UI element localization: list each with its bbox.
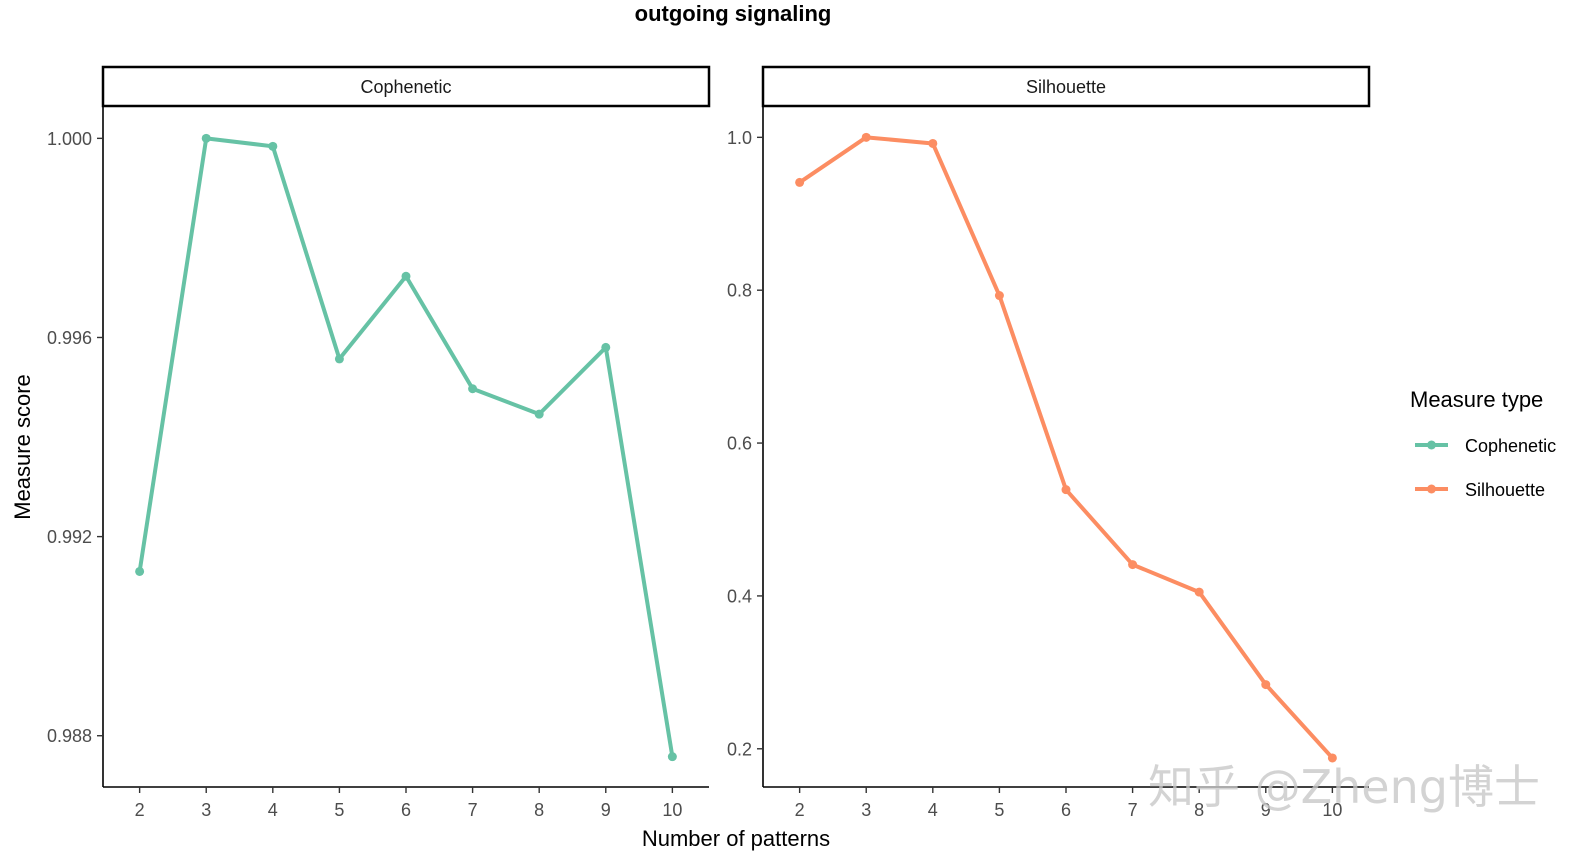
data-point bbox=[468, 384, 478, 394]
data-point bbox=[268, 141, 278, 151]
y-tick-label: 0.2 bbox=[727, 739, 752, 759]
watermark-text: 知乎 @Zheng博士 bbox=[1148, 760, 1540, 814]
data-point bbox=[1327, 753, 1337, 763]
x-tick-label: 9 bbox=[601, 800, 611, 820]
x-tick-label: 5 bbox=[994, 800, 1004, 820]
x-tick-label: 2 bbox=[795, 800, 805, 820]
y-tick-label: 0.8 bbox=[727, 281, 752, 301]
panel-cophenetic: Cophenetic 0.988 0.992 0.996 1.000 2 3 4 5 6 7 8 9 10 bbox=[47, 65, 711, 820]
series-line-cophenetic bbox=[137, 136, 675, 759]
data-point bbox=[534, 409, 544, 419]
x-tick-label: 8 bbox=[534, 800, 544, 820]
data-point bbox=[1128, 560, 1138, 570]
data-point bbox=[334, 354, 344, 364]
facet-strip bbox=[101, 65, 711, 108]
legend-label-silhouette: Silhouette bbox=[1465, 480, 1545, 500]
x-tick-label: 3 bbox=[861, 800, 871, 820]
data-point bbox=[601, 342, 611, 352]
x-tick-label: 3 bbox=[201, 800, 211, 820]
x-tick-label: 8 bbox=[1194, 800, 1204, 820]
legend-title: Measure type bbox=[1410, 387, 1543, 412]
y-tick-label: 1.000 bbox=[47, 129, 92, 149]
x-tick-label: 2 bbox=[135, 800, 145, 820]
facet-strip-label: Cophenetic bbox=[360, 77, 451, 97]
data-point bbox=[928, 138, 938, 148]
x-tick-label: 7 bbox=[1128, 800, 1138, 820]
x-tick-label: 6 bbox=[401, 800, 411, 820]
x-tick-label: 10 bbox=[1322, 800, 1342, 820]
y-tick-label: 0.996 bbox=[47, 328, 92, 348]
legend-label-cophenetic: Cophenetic bbox=[1465, 436, 1556, 456]
legend-key-point bbox=[1427, 484, 1436, 494]
y-tick-label: 0.992 bbox=[47, 527, 92, 547]
data-point bbox=[994, 291, 1004, 301]
x-tick-label: 5 bbox=[334, 800, 344, 820]
data-point bbox=[201, 133, 211, 143]
x-tick-label: 7 bbox=[468, 800, 478, 820]
data-point bbox=[667, 752, 677, 762]
legend: Measure type Cophenetic Silhouette bbox=[1410, 387, 1556, 500]
x-tick-label: 10 bbox=[662, 800, 682, 820]
y-tick-label: 1.0 bbox=[727, 128, 752, 148]
x-tick-label: 6 bbox=[1061, 800, 1071, 820]
series-line-silhouette bbox=[797, 135, 1335, 760]
y-axis-title: Measure score bbox=[10, 374, 35, 520]
data-point bbox=[1261, 680, 1271, 690]
x-tick-label: 9 bbox=[1261, 800, 1271, 820]
y-tick-label: 0.4 bbox=[727, 586, 752, 606]
legend-key-point bbox=[1427, 440, 1436, 450]
panel-silhouette: Silhouette 0.2 0.4 0.6 0.8 1.0 2 3 4 5 6 7 8 9 10 bbox=[727, 65, 1371, 820]
data-point bbox=[795, 177, 805, 187]
legend-entry-silhouette: Silhouette bbox=[1415, 480, 1545, 500]
data-point bbox=[135, 566, 145, 576]
legend-entry-cophenetic: Cophenetic bbox=[1415, 436, 1556, 456]
x-tick-label: 4 bbox=[268, 800, 278, 820]
data-point bbox=[861, 132, 871, 142]
data-point bbox=[1061, 485, 1071, 495]
facet-strip-label: Silhouette bbox=[1026, 77, 1106, 97]
y-tick-label: 0.988 bbox=[47, 726, 92, 746]
y-tick-label: 0.6 bbox=[727, 434, 752, 454]
chart-title: outgoing signaling bbox=[635, 1, 832, 26]
data-point bbox=[401, 271, 411, 281]
facet-strip bbox=[761, 65, 1371, 108]
x-tick-label: 4 bbox=[928, 800, 938, 820]
data-point bbox=[1194, 587, 1204, 597]
x-axis-title: Number of patterns bbox=[642, 826, 830, 851]
